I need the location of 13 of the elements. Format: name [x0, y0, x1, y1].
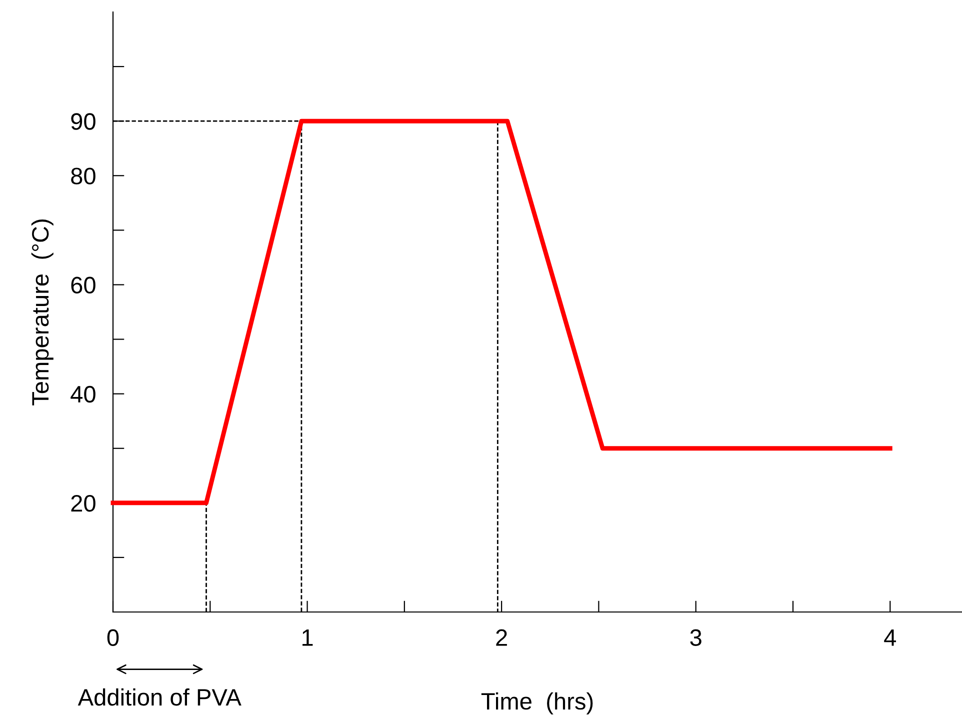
y-tick-label: 60 [71, 276, 96, 294]
x-tick-label: 0 [107, 629, 119, 646]
x-tick-label: 4 [884, 630, 896, 646]
y-axis-title: Temperature (°C) [31, 220, 54, 406]
y-tick-label: 90 [71, 113, 96, 130]
y-tick-label: 20 [71, 494, 96, 512]
x-tick-label: 3 [690, 629, 702, 646]
x-tick-label: 1 [302, 630, 313, 646]
x-tick-label: 2 [496, 629, 507, 646]
text: Addition of PVA [78, 688, 242, 706]
y-tick-label: 40 [70, 386, 96, 403]
x-axis-title: Time (hrs) [481, 692, 593, 714]
y-tick-label: 80 [71, 168, 96, 184]
